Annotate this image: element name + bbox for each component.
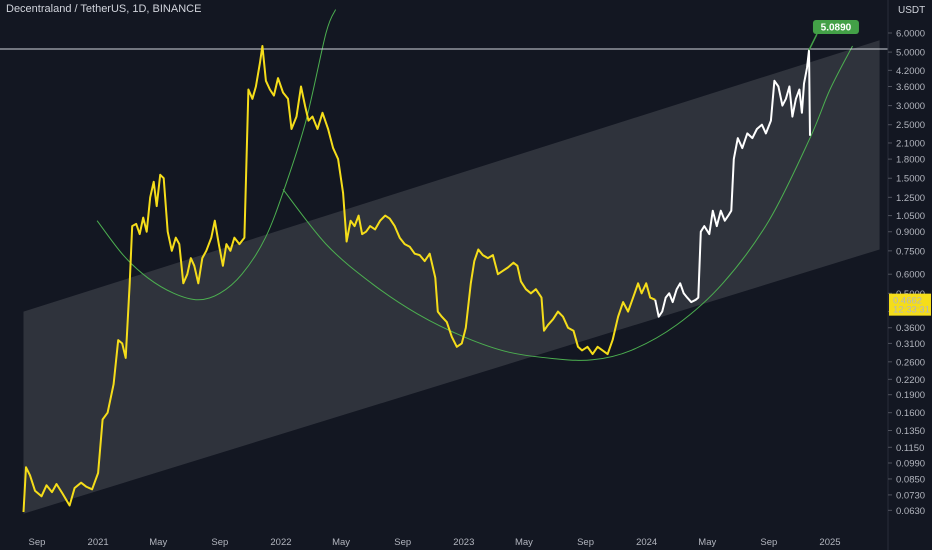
y-tick-label: 0.0850 <box>896 474 925 485</box>
high-price-badge[interactable]: 5.0890 <box>808 20 859 51</box>
cup-curve-2[interactable] <box>282 45 853 361</box>
y-tick-label: 2.1000 <box>896 138 925 149</box>
y-tick-label: 1.2500 <box>896 193 925 204</box>
candle-countdown-label: 12:33:31 <box>893 305 930 316</box>
time-axis[interactable]: Sep 2021 May Sep 2022 May Sep 2023 May Sep 2024 May… <box>29 537 841 548</box>
y-tick-label: 2.5000 <box>896 120 925 131</box>
current-price-label: 0.4662 <box>893 296 922 307</box>
x-tick-label: 2024 <box>636 537 657 548</box>
y-tick-label: 3.0000 <box>896 101 925 112</box>
y-tick-label: 0.6000 <box>896 270 925 281</box>
y-tick-label: 0.0730 <box>896 490 925 501</box>
y-tick-label: 0.1150 <box>896 443 924 454</box>
curves-layer <box>96 9 853 361</box>
y-tick-label: 0.0630 <box>896 506 925 517</box>
y-tick-label: 0.1350 <box>896 426 925 437</box>
x-tick-label: Sep <box>760 537 777 548</box>
x-tick-label: 2021 <box>88 537 109 548</box>
x-tick-label: 2023 <box>453 537 474 548</box>
high-price-label: 5.0890 <box>821 23 852 34</box>
parallel-channel[interactable] <box>23 40 880 514</box>
y-tick-label: 0.1600 <box>896 408 925 419</box>
x-tick-label: May <box>698 537 716 548</box>
y-tick-label: 0.1900 <box>896 390 925 401</box>
series-layer <box>22 45 811 513</box>
x-tick-label: 2025 <box>819 537 840 548</box>
y-tick-label: 0.2600 <box>896 357 925 368</box>
y-tick-label: 0.3100 <box>896 339 925 350</box>
y-tick-label: 1.8000 <box>896 155 925 166</box>
x-tick-label: May <box>149 537 167 548</box>
y-tick-label: 1.0500 <box>896 211 925 222</box>
y-tick-label: 0.2200 <box>896 375 925 386</box>
y-tick-label: 1.5000 <box>896 174 925 185</box>
cup-curve-1[interactable] <box>96 9 337 301</box>
price-axis-background <box>888 0 932 550</box>
x-tick-label: 2022 <box>270 537 291 548</box>
price-series-yellow[interactable] <box>22 45 656 513</box>
price-series-white[interactable] <box>654 49 811 318</box>
price-axis[interactable]: 6.0000 5.0000 4.2000 3.6000 3.0000 2.5000 2.10… <box>887 0 932 550</box>
x-tick-label: May <box>332 537 350 548</box>
currency-label: USDT <box>898 5 926 16</box>
y-tick-label: 3.6000 <box>896 82 925 93</box>
y-tick-label: 6.0000 <box>896 28 925 39</box>
y-tick-label: 0.7500 <box>896 246 925 257</box>
y-tick-label: 0.3600 <box>896 323 925 334</box>
y-tick-label: 5.0000 <box>896 48 925 59</box>
x-tick-label: Sep <box>29 537 46 548</box>
x-tick-label: Sep <box>577 537 594 548</box>
x-tick-label: Sep <box>394 537 411 548</box>
channel-layer <box>23 40 880 514</box>
x-tick-label: May <box>515 537 533 548</box>
y-tick-label: 4.2000 <box>896 66 925 77</box>
y-tick-label: 0.9000 <box>896 227 925 238</box>
x-tick-label: Sep <box>211 537 228 548</box>
y-tick-label: 0.0990 <box>896 458 925 469</box>
symbol-title: Decentraland / TetherUS, 1D, BINANCE <box>6 3 202 15</box>
